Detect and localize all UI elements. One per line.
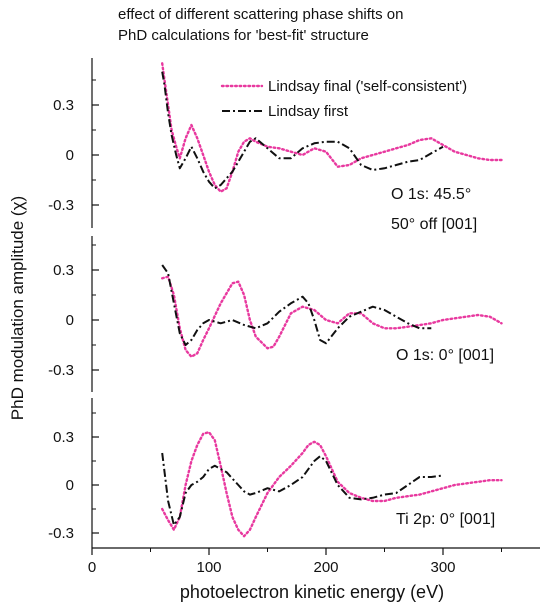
legend-label-final: Lindsay final ('self-consistent') [268, 78, 467, 95]
legend-label-first: Lindsay first [268, 103, 349, 120]
y-tick-label-panel-3: 0.3 [53, 429, 74, 446]
series-first-line-panel-1 [161, 71, 444, 190]
y-tick-label-panel-3: 0 [66, 477, 74, 494]
chart-title: effect of different scattering phase shi… [118, 6, 404, 23]
y-tick-label-panel-2: 0.3 [53, 262, 74, 279]
panel-label-2: O 1s: 0° [001] [396, 347, 494, 364]
series-final-line-panel-2 [160, 275, 503, 358]
chart-subtitle: PhD calculations for 'best-fit' structur… [118, 27, 369, 44]
y-tick-label-panel-1: -0.3 [48, 197, 74, 214]
y-tick-label-panel-3: -0.3 [48, 525, 74, 542]
panel-label-1: 50° off [001] [391, 216, 477, 233]
x-tick-label-0: 0 [88, 559, 96, 576]
y-tick-label-panel-1: 0 [66, 147, 74, 164]
x-tick-label-300: 300 [430, 559, 455, 576]
x-axis-label: photoelectron kinetic energy (eV) [179, 582, 445, 602]
x-tick-label-100: 100 [196, 559, 221, 576]
x-tick-label-200: 200 [313, 559, 338, 576]
series-first-line-panel-2 [161, 264, 432, 346]
panel-label-1: O 1s: 45.5° [391, 186, 471, 203]
panel-label-3: Ti 2p: 0° [001] [396, 511, 495, 528]
y-tick-label-panel-1: 0.3 [53, 97, 74, 114]
series-final-line-panel-3 [160, 431, 503, 538]
series-final-line-panel-1 [160, 62, 503, 193]
y-tick-label-panel-2: 0 [66, 312, 74, 329]
y-tick-label-panel-2: -0.3 [48, 362, 74, 379]
